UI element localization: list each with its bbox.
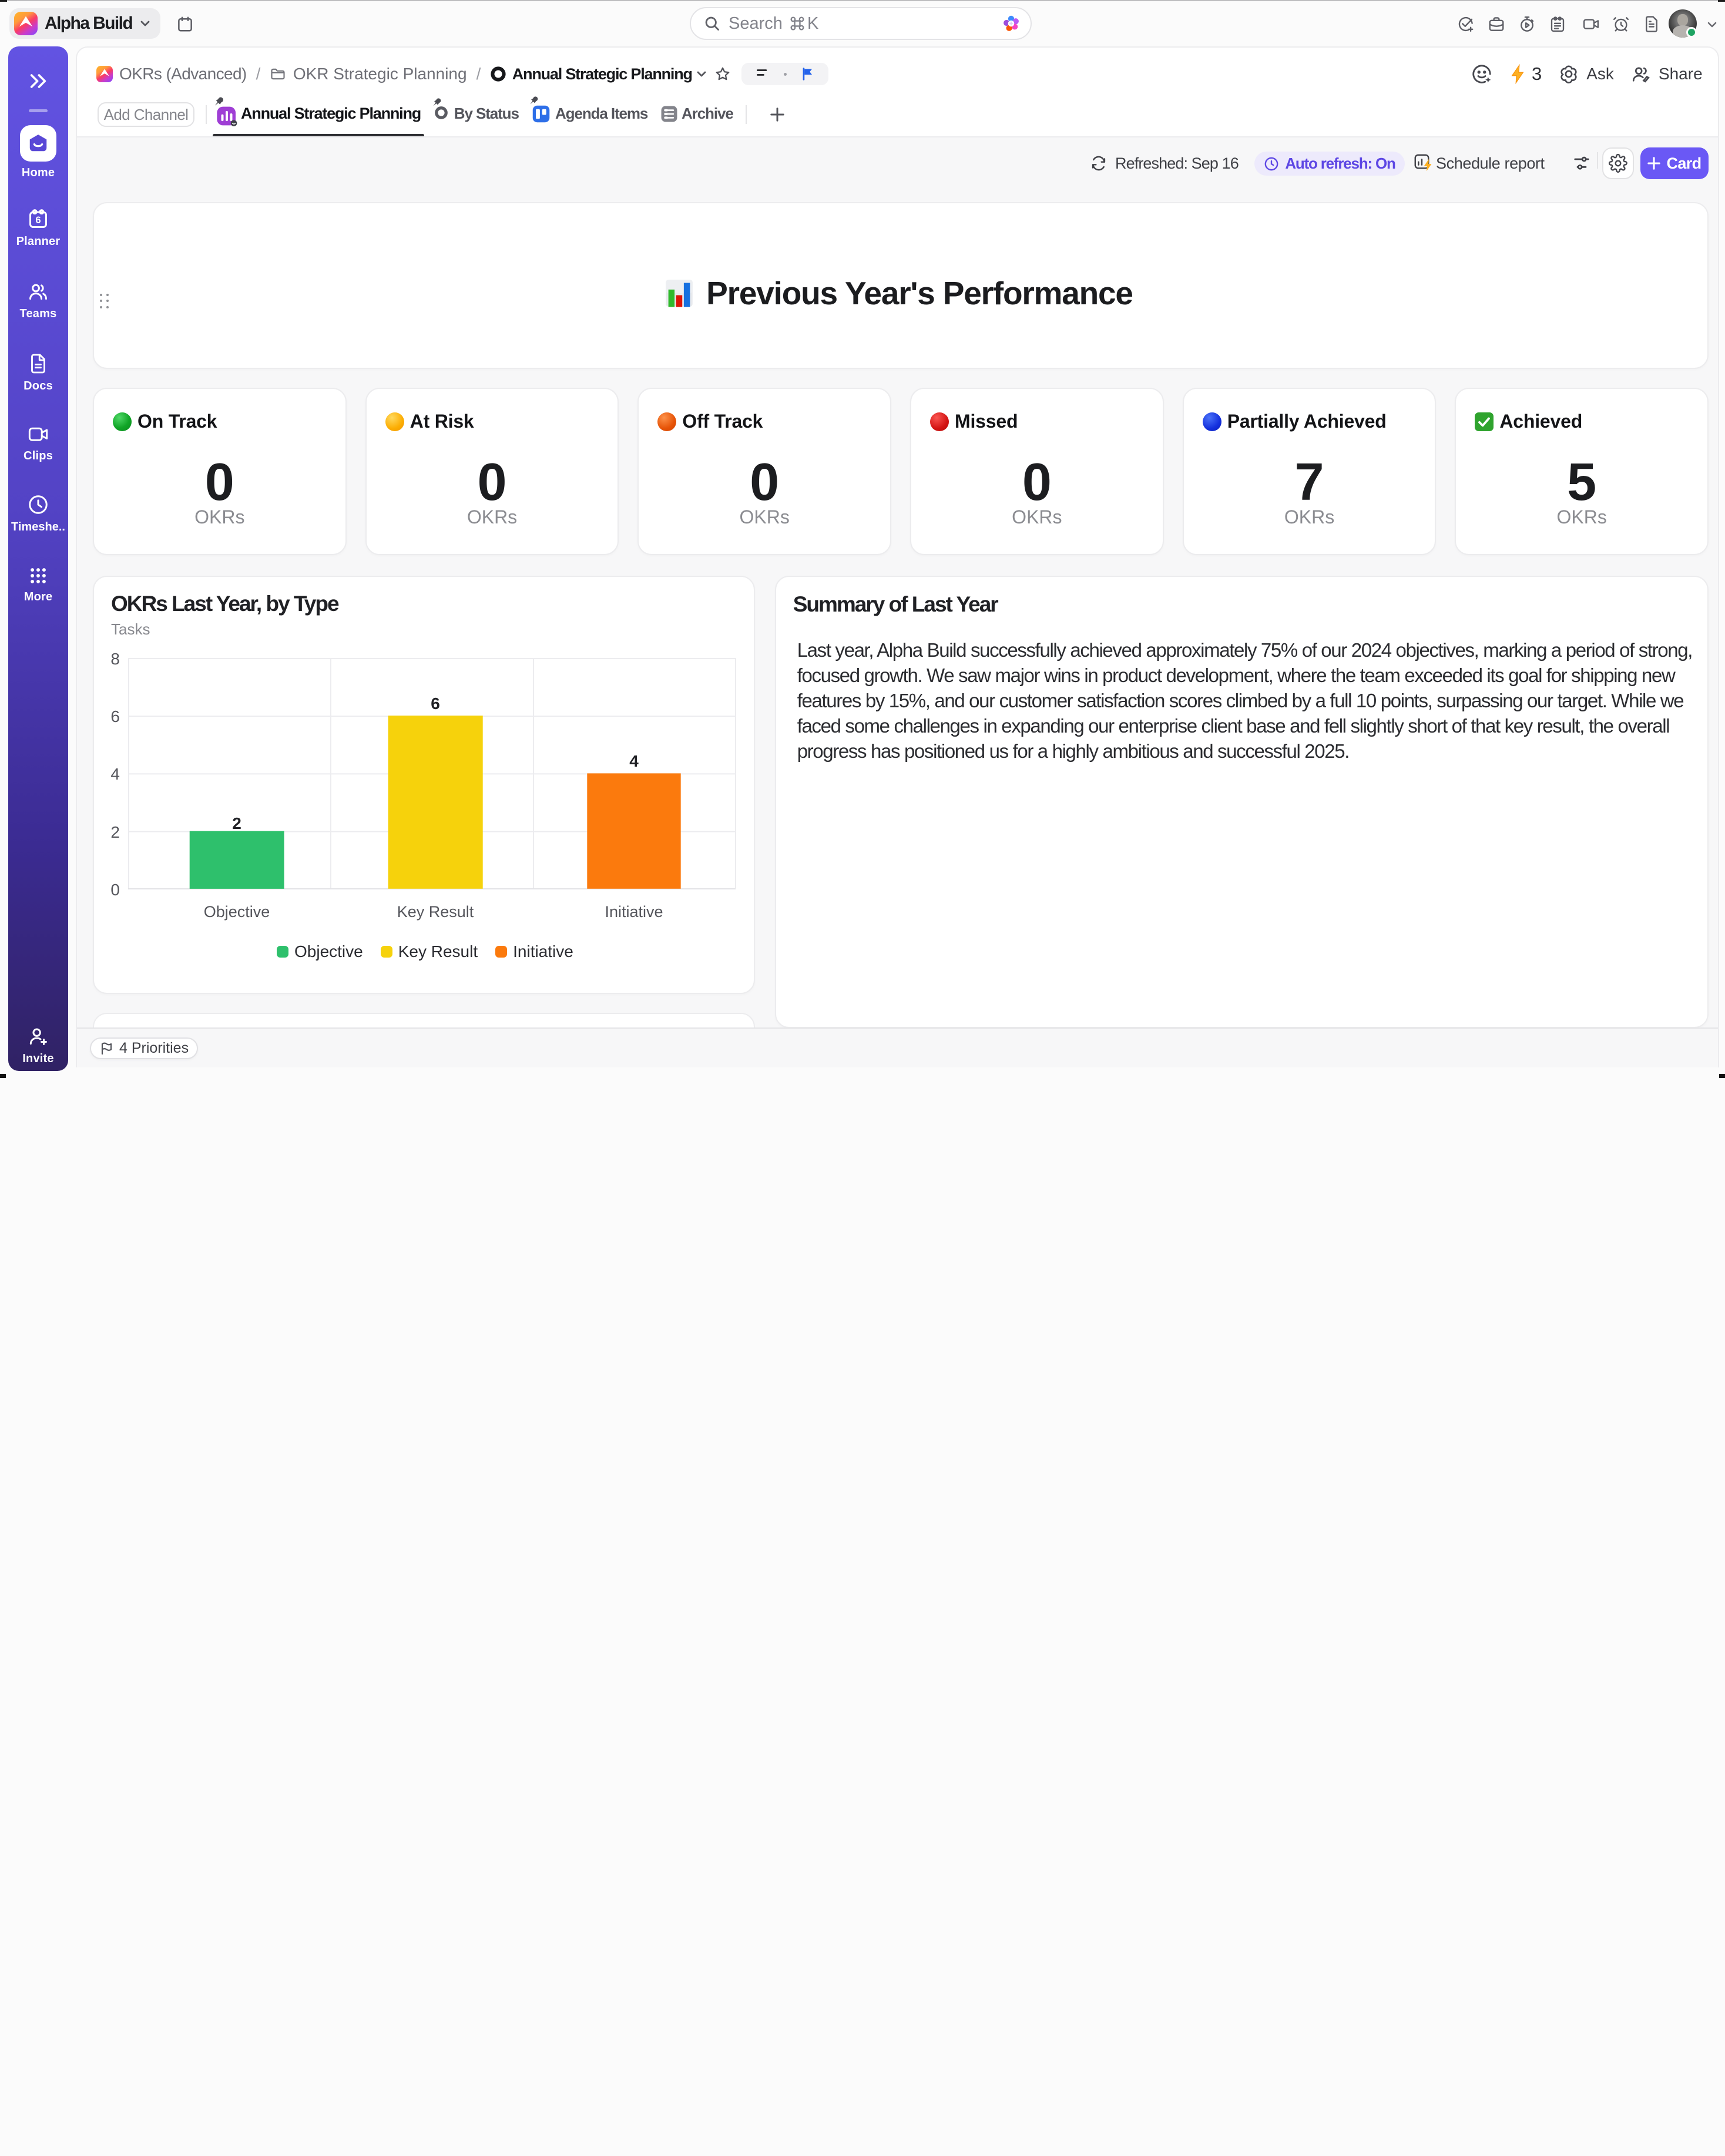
svg-text:6: 6 <box>35 214 41 226</box>
